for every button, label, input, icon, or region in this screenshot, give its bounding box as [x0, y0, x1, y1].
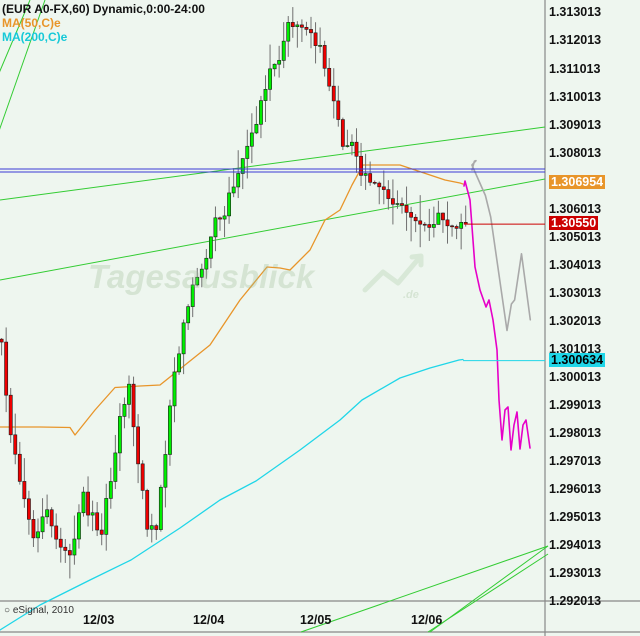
- svg-text:Tagesausblick: Tagesausblick: [88, 258, 316, 295]
- svg-text:.de: .de: [403, 289, 419, 301]
